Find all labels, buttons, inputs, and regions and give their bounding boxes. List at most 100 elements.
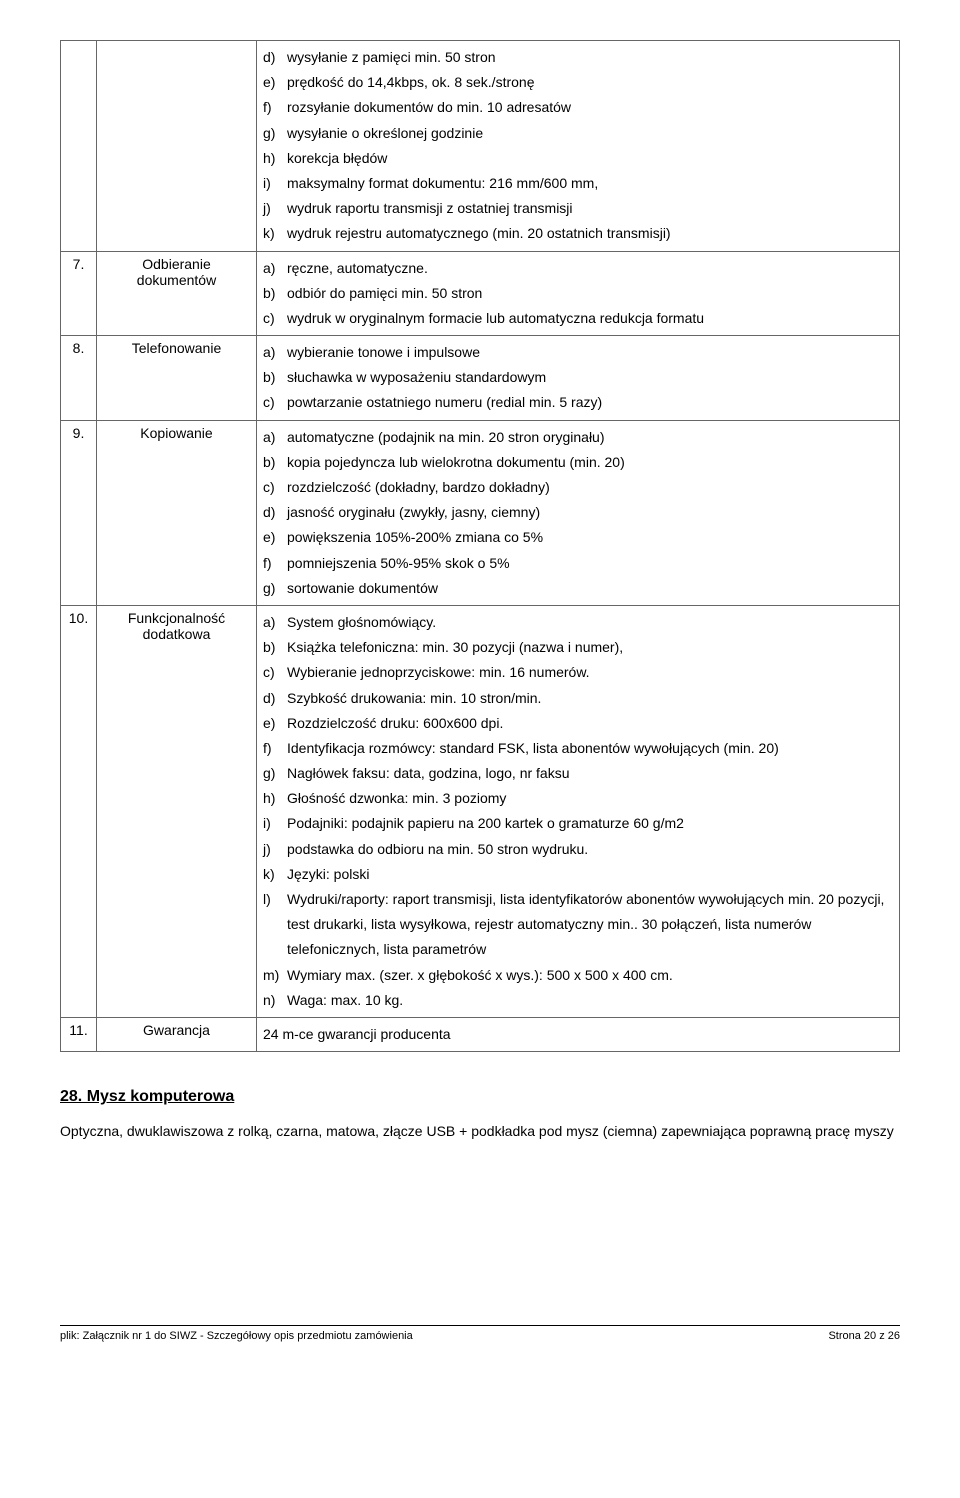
item-letter: n) xyxy=(263,988,287,1013)
table-row: d)wysyłanie z pamięci min. 50 strone)prę… xyxy=(61,41,900,252)
footer-left: plik: Załącznik nr 1 do SIWZ - Szczegóło… xyxy=(60,1330,413,1342)
list-item: m)Wymiary max. (szer. x głębokość x wys.… xyxy=(263,963,893,988)
list-item: c)rozdzielczość (dokładny, bardzo dokład… xyxy=(263,475,893,500)
item-text: Identyfikacja rozmówcy: standard FSK, li… xyxy=(287,736,893,761)
page-footer: plik: Załącznik nr 1 do SIWZ - Szczegóło… xyxy=(60,1325,900,1342)
row-label: Telefonowanie xyxy=(97,336,257,421)
list-item: i)maksymalny format dokumentu: 216 mm/60… xyxy=(263,171,893,196)
item-text: sortowanie dokumentów xyxy=(287,576,893,601)
item-text: powtarzanie ostatniego numeru (redial mi… xyxy=(287,390,893,415)
spec-table: d)wysyłanie z pamięci min. 50 strone)prę… xyxy=(60,40,900,1052)
list-item: k)wydruk rejestru automatycznego (min. 2… xyxy=(263,221,893,246)
list-item: i)Podajniki: podajnik papieru na 200 kar… xyxy=(263,811,893,836)
item-text: System głośnomówiący. xyxy=(287,610,893,635)
item-text: Wymiary max. (szer. x głębokość x wys.):… xyxy=(287,963,893,988)
item-text: prędkość do 14,4kbps, ok. 8 sek./stronę xyxy=(287,70,893,95)
item-text: maksymalny format dokumentu: 216 mm/600 … xyxy=(287,171,893,196)
list-item: g)wysyłanie o określonej godzinie xyxy=(263,121,893,146)
row-label: Gwarancja xyxy=(97,1017,257,1051)
item-letter: j) xyxy=(263,837,287,862)
item-letter: i) xyxy=(263,811,287,836)
list-item: b)Książka telefoniczna: min. 30 pozycji … xyxy=(263,635,893,660)
item-letter: d) xyxy=(263,45,287,70)
item-letter: l) xyxy=(263,887,287,963)
item-text: Nagłówek faksu: data, godzina, logo, nr … xyxy=(287,761,893,786)
item-letter: b) xyxy=(263,635,287,660)
table-row: 8.Telefonowaniea)wybieranie tonowe i imp… xyxy=(61,336,900,421)
item-letter: e) xyxy=(263,711,287,736)
item-text: Podajniki: podajnik papieru na 200 karte… xyxy=(287,811,893,836)
list-item: b)kopia pojedyncza lub wielokrotna dokum… xyxy=(263,450,893,475)
item-letter: a) xyxy=(263,610,287,635)
list-item: h)Głośność dzwonka: min. 3 poziomy xyxy=(263,786,893,811)
row-label: Odbieranie dokumentów xyxy=(97,251,257,336)
list-item: a)wybieranie tonowe i impulsowe xyxy=(263,340,893,365)
item-text: powiększenia 105%-200% zmiana co 5% xyxy=(287,525,893,550)
item-text: wysyłanie z pamięci min. 50 stron xyxy=(287,45,893,70)
item-text: słuchawka w wyposażeniu standardowym xyxy=(287,365,893,390)
list-item: d)Szybkość drukowania: min. 10 stron/min… xyxy=(263,686,893,711)
item-text: jasność oryginału (zwykły, jasny, ciemny… xyxy=(287,500,893,525)
item-letter: c) xyxy=(263,390,287,415)
item-text: kopia pojedyncza lub wielokrotna dokumen… xyxy=(287,450,893,475)
item-letter: g) xyxy=(263,121,287,146)
list-item: e)Rozdzielczość druku: 600x600 dpi. xyxy=(263,711,893,736)
item-text: korekcja błędów xyxy=(287,146,893,171)
list-item: b)odbiór do pamięci min. 50 stron xyxy=(263,281,893,306)
item-letter: f) xyxy=(263,551,287,576)
item-text: ręczne, automatyczne. xyxy=(287,256,893,281)
item-text: pomniejszenia 50%-95% skok o 5% xyxy=(287,551,893,576)
item-letter: g) xyxy=(263,576,287,601)
item-text: Szybkość drukowania: min. 10 stron/min. xyxy=(287,686,893,711)
row-content: a)System głośnomówiący.b)Książka telefon… xyxy=(257,605,900,1017)
item-text: Głośność dzwonka: min. 3 poziomy xyxy=(287,786,893,811)
item-text: Waga: max. 10 kg. xyxy=(287,988,893,1013)
item-letter: m) xyxy=(263,963,287,988)
table-row: 9.Kopiowaniea)automatyczne (podajnik na … xyxy=(61,420,900,605)
item-letter: a) xyxy=(263,425,287,450)
row-number: 10. xyxy=(61,605,97,1017)
table-row: 11.Gwarancja24 m-ce gwarancji producenta xyxy=(61,1017,900,1051)
item-letter: h) xyxy=(263,146,287,171)
list-item: f)pomniejszenia 50%-95% skok o 5% xyxy=(263,551,893,576)
row-label: Kopiowanie xyxy=(97,420,257,605)
list-item: n)Waga: max. 10 kg. xyxy=(263,988,893,1013)
list-item: d)wysyłanie z pamięci min. 50 stron xyxy=(263,45,893,70)
item-text: automatyczne (podajnik na min. 20 stron … xyxy=(287,425,893,450)
item-letter: f) xyxy=(263,736,287,761)
item-letter: c) xyxy=(263,475,287,500)
item-letter: k) xyxy=(263,862,287,887)
item-letter: k) xyxy=(263,221,287,246)
row-number: 7. xyxy=(61,251,97,336)
item-text: podstawka do odbioru na min. 50 stron wy… xyxy=(287,837,893,862)
list-item: e)prędkość do 14,4kbps, ok. 8 sek./stron… xyxy=(263,70,893,95)
table-row: 10.Funkcjonalność dodatkowaa)System głoś… xyxy=(61,605,900,1017)
item-letter: f) xyxy=(263,95,287,120)
footer-right: Strona 20 z 26 xyxy=(828,1330,900,1342)
row-number: 8. xyxy=(61,336,97,421)
row-number xyxy=(61,41,97,252)
item-text: wydruk raportu transmisji z ostatniej tr… xyxy=(287,196,893,221)
item-letter: g) xyxy=(263,761,287,786)
list-item: f)Identyfikacja rozmówcy: standard FSK, … xyxy=(263,736,893,761)
item-text: rozsyłanie dokumentów do min. 10 adresat… xyxy=(287,95,893,120)
row-label: Funkcjonalność dodatkowa xyxy=(97,605,257,1017)
item-text: wydruk rejestru automatycznego (min. 20 … xyxy=(287,221,893,246)
list-item: c)Wybieranie jednoprzyciskowe: min. 16 n… xyxy=(263,660,893,685)
item-letter: h) xyxy=(263,786,287,811)
item-text: Języki: polski xyxy=(287,862,893,887)
list-item: a)System głośnomówiący. xyxy=(263,610,893,635)
row-number: 9. xyxy=(61,420,97,605)
item-text: Wydruki/raporty: raport transmisji, list… xyxy=(287,887,893,963)
item-letter: j) xyxy=(263,196,287,221)
item-text: rozdzielczość (dokładny, bardzo dokładny… xyxy=(287,475,893,500)
item-text: odbiór do pamięci min. 50 stron xyxy=(287,281,893,306)
item-letter: d) xyxy=(263,686,287,711)
row-content: a)wybieranie tonowe i impulsoweb)słuchaw… xyxy=(257,336,900,421)
list-item: c)powtarzanie ostatniego numeru (redial … xyxy=(263,390,893,415)
row-content: a)ręczne, automatyczne.b)odbiór do pamię… xyxy=(257,251,900,336)
list-item: a)automatyczne (podajnik na min. 20 stro… xyxy=(263,425,893,450)
list-item: j)wydruk raportu transmisji z ostatniej … xyxy=(263,196,893,221)
item-letter: i) xyxy=(263,171,287,196)
list-item: h)korekcja błędów xyxy=(263,146,893,171)
